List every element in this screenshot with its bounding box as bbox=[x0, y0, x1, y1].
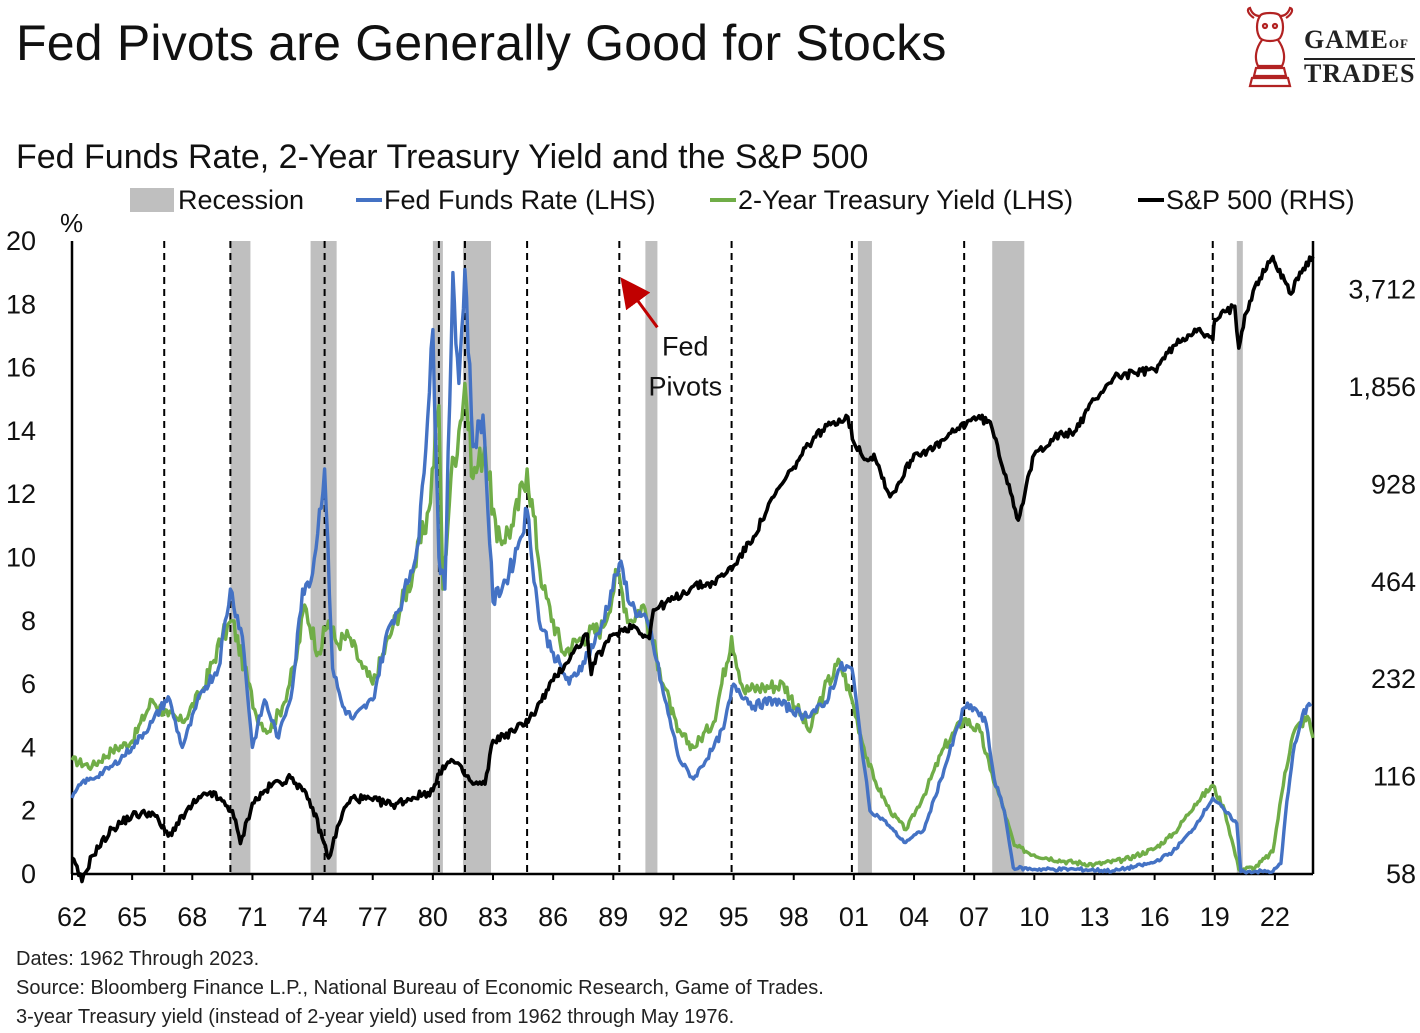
fed-pivots-label-line1: Fed bbox=[662, 331, 709, 361]
logo-word-of: OF bbox=[1388, 36, 1409, 51]
x-tick-label-2: 68 bbox=[177, 902, 207, 932]
logo: GAMEOF TRADES bbox=[1236, 6, 1416, 98]
legend-label-recession: Recession bbox=[178, 184, 305, 215]
y-right-tick-label-2: 232 bbox=[1371, 664, 1416, 694]
recession-band-7 bbox=[1236, 241, 1243, 874]
footnote-methodology: 3-year Treasury yield (instead of 2-year… bbox=[16, 1006, 735, 1028]
x-tick-label-3: 71 bbox=[237, 902, 267, 932]
recession-band-5 bbox=[857, 241, 872, 874]
legend-item-sp500: S&P 500 (RHS) bbox=[1138, 182, 1355, 218]
x-tick-label-19: 19 bbox=[1200, 902, 1230, 932]
chart-subtitle: Fed Funds Rate, 2-Year Treasury Yield an… bbox=[16, 138, 869, 176]
legend-swatch-sp500 bbox=[1138, 198, 1164, 202]
x-tick-label-5: 77 bbox=[358, 902, 388, 932]
y-left-tick-label-9: 18 bbox=[6, 289, 36, 319]
x-tick-label-12: 98 bbox=[779, 902, 809, 932]
y-left-tick-label-7: 14 bbox=[6, 416, 36, 446]
y-left-tick-label-0: 0 bbox=[21, 859, 36, 889]
chart-series bbox=[70, 254, 1315, 884]
y-right-tick-label-6: 3,712 bbox=[1348, 275, 1416, 305]
x-tick-label-17: 13 bbox=[1079, 902, 1109, 932]
x-tick-label-18: 16 bbox=[1140, 902, 1170, 932]
y-left-tick-label-8: 16 bbox=[6, 353, 36, 383]
chart-legend: Recession Fed Funds Rate (LHS) 2-Year Tr… bbox=[0, 182, 1420, 218]
y-right-tick-label-3: 464 bbox=[1371, 567, 1416, 597]
legend-swatch-recession bbox=[130, 188, 174, 212]
footnote-source: Source: Bloomberg Finance L.P., National… bbox=[16, 977, 824, 999]
y-left-tick-label-1: 2 bbox=[21, 796, 36, 826]
x-tick-label-10: 92 bbox=[658, 902, 688, 932]
x-tick-label-16: 10 bbox=[1019, 902, 1049, 932]
footnotes: Dates: 1962 Through 2023. Source: Bloomb… bbox=[16, 945, 824, 1032]
series-two-year-yield bbox=[70, 381, 1315, 873]
x-tick-label-15: 07 bbox=[959, 902, 989, 932]
y-right-tick-label-1: 116 bbox=[1373, 762, 1416, 792]
y-left-tick-label-3: 6 bbox=[21, 669, 36, 699]
legend-label-two-year: 2-Year Treasury Yield (LHS) bbox=[738, 184, 1074, 215]
x-tick-label-1: 65 bbox=[117, 902, 147, 932]
legend-swatch-two-year bbox=[710, 198, 736, 202]
series-fed-funds-rate bbox=[70, 267, 1313, 875]
legend-label-fed-funds: Fed Funds Rate (LHS) bbox=[384, 184, 656, 215]
y-left-tick-label-5: 10 bbox=[6, 543, 36, 573]
x-tick-label-11: 95 bbox=[719, 902, 749, 932]
legend-item-recession: Recession bbox=[130, 182, 304, 218]
y-right-tick-label-5: 1,856 bbox=[1348, 372, 1416, 402]
x-tick-label-8: 86 bbox=[538, 902, 568, 932]
x-tick-label-4: 74 bbox=[298, 902, 328, 932]
y-left-tick-label-10: 20 bbox=[6, 226, 36, 256]
logo-word-game: GAME bbox=[1304, 25, 1389, 54]
y-right-tick-label-0: 58 bbox=[1386, 859, 1416, 889]
legend-swatch-fed-funds bbox=[356, 198, 382, 202]
x-tick-label-14: 04 bbox=[899, 902, 929, 932]
y-left-tick-label-6: 12 bbox=[6, 479, 36, 509]
series-sp500 bbox=[71, 254, 1315, 884]
x-tick-label-0: 62 bbox=[57, 902, 87, 932]
y-left-tick-label-2: 4 bbox=[21, 732, 36, 762]
recession-band-6 bbox=[992, 241, 1025, 874]
x-tick-label-9: 89 bbox=[598, 902, 628, 932]
fed-pivots-arrow bbox=[620, 277, 659, 329]
legend-item-two-year: 2-Year Treasury Yield (LHS) bbox=[710, 182, 1073, 218]
page-title: Fed Pivots are Generally Good for Stocks bbox=[16, 15, 947, 71]
x-tick-label-7: 83 bbox=[478, 902, 508, 932]
y-left-tick-label-4: 8 bbox=[21, 606, 36, 636]
logo-word-trades: TRADES bbox=[1304, 58, 1416, 88]
footnote-dates: Dates: 1962 Through 2023. bbox=[16, 948, 260, 970]
x-tick-label-20: 22 bbox=[1260, 902, 1290, 932]
fed-pivots-label-line2: Pivots bbox=[649, 371, 723, 401]
recession-band-4 bbox=[645, 241, 658, 874]
legend-label-sp500: S&P 500 (RHS) bbox=[1166, 184, 1355, 215]
bull-knight-icon bbox=[1246, 6, 1294, 88]
x-tick-label-6: 80 bbox=[418, 902, 448, 932]
chart-annotations: Fed Pivots bbox=[620, 277, 723, 401]
chart-axes: 02468101214161820%581162324649281,8563,7… bbox=[6, 208, 1416, 932]
y-left-axis-label: % bbox=[60, 208, 83, 238]
recession-bands bbox=[230, 241, 1243, 874]
legend-item-fed-funds: Fed Funds Rate (LHS) bbox=[356, 182, 656, 218]
recession-band-0 bbox=[230, 241, 251, 874]
x-tick-label-13: 01 bbox=[839, 902, 869, 932]
y-right-tick-label-4: 928 bbox=[1371, 469, 1416, 499]
